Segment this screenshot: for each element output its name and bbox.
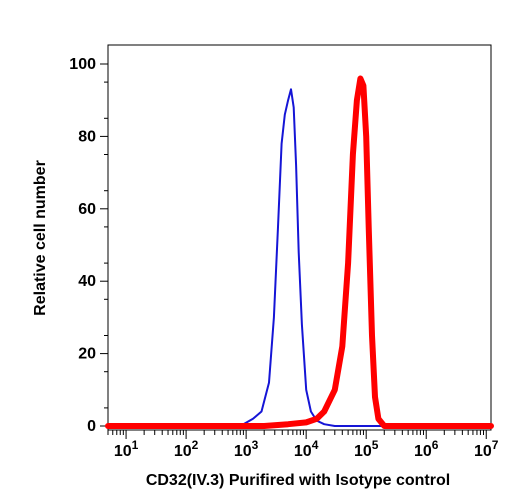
series-line-1: [107, 88, 492, 427]
tick-layer: [100, 63, 487, 439]
x-tick-label: 106: [414, 438, 439, 460]
x-tick-label: 104: [294, 438, 319, 460]
y-tick-label: 0: [87, 418, 96, 435]
x-tick-label: 105: [354, 438, 379, 460]
series-layer: [105, 75, 494, 429]
label-layer: 0 20 40 60 80 100 101 102 103 104 105 106 107: [69, 56, 499, 460]
x-tick-label: 101: [114, 438, 139, 460]
plot-frame: [107, 44, 492, 431]
y-tick-label: 20: [78, 346, 96, 363]
y-tick-label: 100: [69, 56, 96, 73]
y-tick-label: 60: [78, 201, 96, 218]
y-axis-title: Relative cell number: [32, 160, 49, 316]
x-axis-title: CD32(IV.3) Purifired with Isotype contro…: [146, 472, 450, 489]
y-tick-label: 40: [78, 273, 96, 290]
series-line-2: [105, 75, 494, 429]
y-tick-label: 80: [78, 128, 96, 145]
x-tick-label: 102: [174, 438, 199, 460]
x-tick-label: 107: [474, 438, 499, 460]
x-tick-label: 103: [234, 438, 259, 460]
